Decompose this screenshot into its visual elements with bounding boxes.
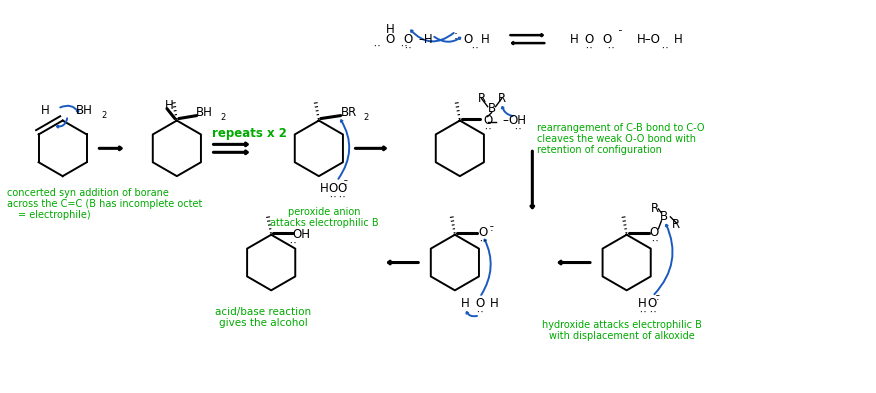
Text: 2: 2 [220, 113, 225, 122]
Text: ··: ·· [584, 44, 594, 53]
Text: H: H [461, 297, 470, 310]
Text: –H: –H [419, 33, 434, 46]
Text: ··: ·· [606, 44, 616, 53]
Text: R: R [650, 202, 659, 215]
Text: O: O [337, 182, 346, 195]
Text: ¯: ¯ [618, 30, 623, 40]
Text: H: H [481, 33, 490, 46]
Text: O: O [650, 226, 659, 239]
Text: acid/base reaction: acid/base reaction [215, 307, 311, 317]
Text: ··: ·· [404, 44, 413, 53]
Text: –: – [503, 114, 508, 127]
Text: BR: BR [341, 106, 357, 119]
Text: ··: ·· [478, 238, 487, 247]
Text: retention of configuration: retention of configuration [537, 145, 662, 155]
Text: O: O [478, 226, 487, 239]
Text: 2: 2 [102, 111, 107, 120]
Text: ··: ·· [328, 193, 337, 202]
Text: = electrophile): = electrophile) [18, 210, 90, 220]
Text: cleaves the weak O-O bond with: cleaves the weak O-O bond with [537, 134, 696, 144]
Text: R: R [477, 92, 486, 105]
Text: gives the alcohol: gives the alcohol [219, 318, 307, 328]
Text: rearrangement of C-B bond to C-O: rearrangement of C-B bond to C-O [537, 123, 705, 134]
Text: ··: ·· [660, 44, 669, 53]
Text: O: O [584, 33, 594, 46]
Text: O: O [385, 33, 395, 46]
Text: B: B [488, 102, 496, 115]
Text: B: B [661, 210, 668, 223]
Text: R: R [498, 92, 505, 105]
Text: ··: ·· [650, 238, 659, 247]
Text: concerted syn addition of borane: concerted syn addition of borane [7, 188, 169, 198]
Text: ·̄: ·̄ [491, 226, 494, 236]
Text: OH: OH [508, 114, 526, 127]
Text: H: H [569, 33, 578, 46]
Text: H: H [386, 23, 395, 36]
Text: with displacement of alkoxide: with displacement of alkoxide [549, 331, 695, 341]
Text: R: R [672, 218, 681, 231]
Text: ··: ·· [638, 309, 647, 318]
Text: H–O: H–O [637, 33, 661, 46]
Text: O: O [328, 182, 337, 195]
Text: H: H [165, 99, 173, 112]
Text: :: : [454, 29, 458, 42]
Text: H: H [491, 297, 499, 310]
Text: O: O [602, 33, 611, 46]
Text: H: H [674, 33, 682, 46]
Text: ··: ·· [337, 193, 346, 202]
Text: O: O [475, 297, 484, 310]
Text: O: O [483, 114, 492, 127]
Text: ··: ·· [371, 42, 381, 51]
Text: H: H [40, 104, 49, 117]
Text: peroxide anion: peroxide anion [287, 207, 360, 217]
Text: ··: ·· [648, 309, 657, 318]
Text: O: O [404, 33, 413, 46]
Text: BH: BH [196, 106, 213, 119]
Text: ··: ·· [512, 126, 522, 135]
Text: hydroxide attacks electrophilic B: hydroxide attacks electrophilic B [541, 320, 702, 330]
Text: O: O [463, 33, 472, 46]
Text: ·̄: ·̄ [657, 295, 661, 305]
Text: ··: ·· [470, 44, 479, 53]
Text: ·̄: ·̄ [345, 180, 349, 190]
Text: O: O [648, 297, 657, 310]
Text: repeats x 2: repeats x 2 [212, 127, 286, 140]
Text: ··: ·· [475, 309, 484, 318]
Text: OH: OH [292, 228, 310, 241]
Text: across the C=C (B has incomplete octet: across the C=C (B has incomplete octet [7, 199, 202, 209]
Text: H: H [639, 297, 646, 310]
Text: ··: ·· [483, 126, 492, 135]
Text: H: H [320, 182, 328, 195]
Text: attacks electrophilic B: attacks electrophilic B [270, 218, 378, 228]
Text: 2: 2 [364, 113, 369, 122]
Text: ··: ·· [288, 240, 298, 249]
Text: ··: ·· [399, 42, 409, 51]
Text: BH: BH [76, 104, 93, 117]
